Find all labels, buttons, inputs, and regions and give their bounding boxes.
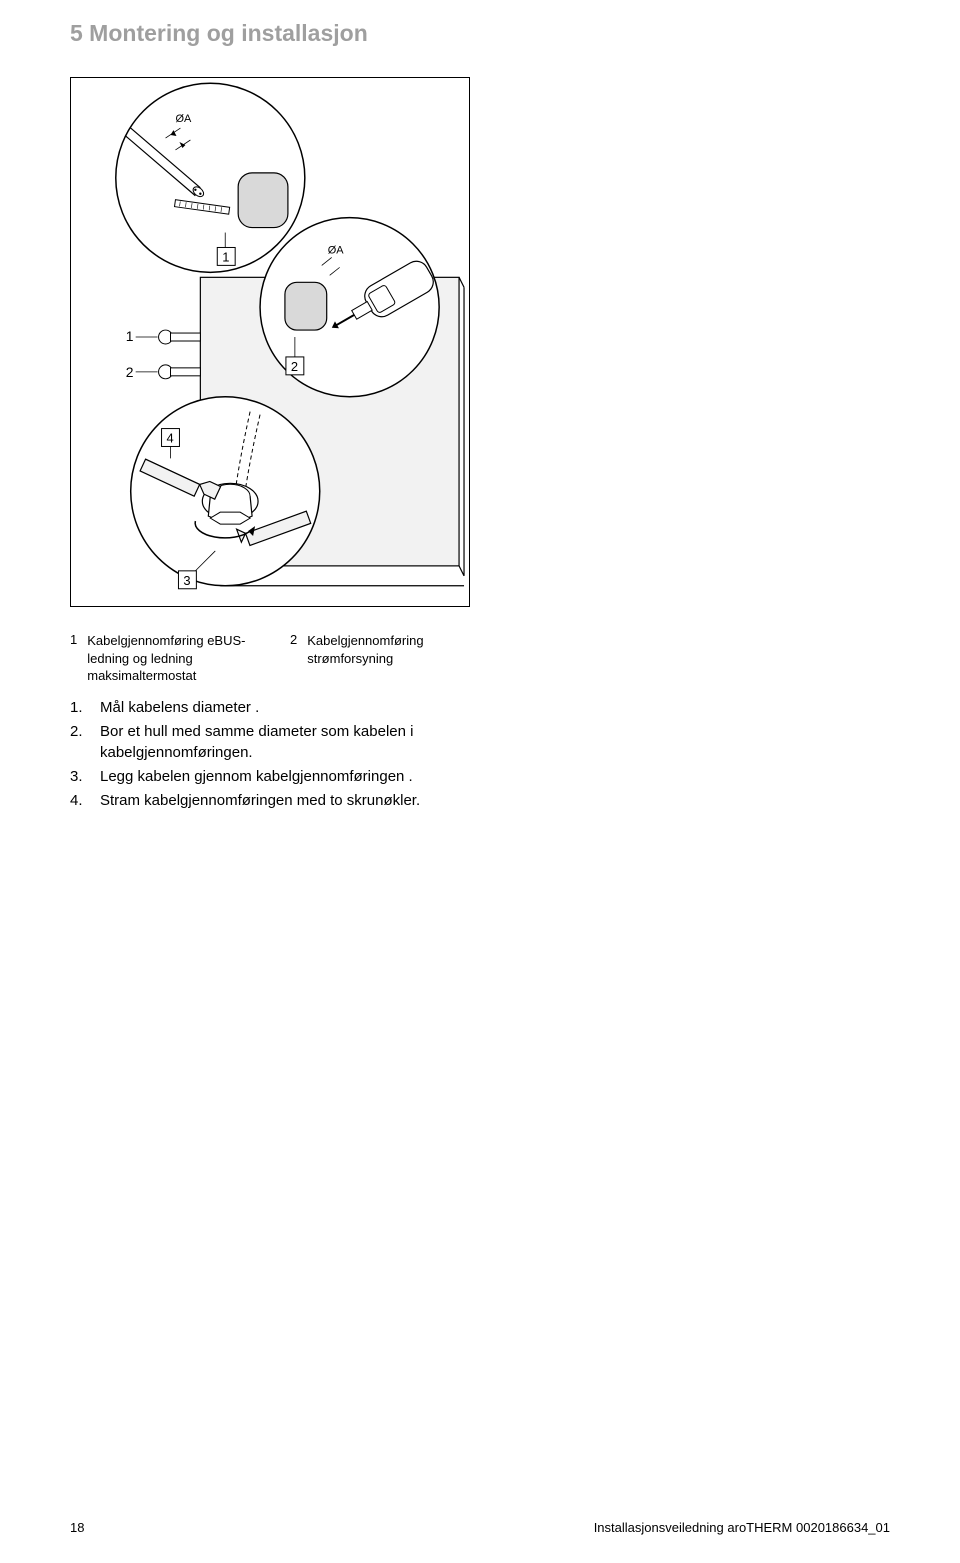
gland-small-1 — [159, 330, 201, 344]
legend-text: Kabelgjennomføring strømforsyning — [307, 632, 470, 685]
dim-a-label-1: ØA — [175, 113, 192, 125]
callout-2-label: 2 — [291, 359, 298, 374]
side-label-2: 2 — [126, 364, 134, 380]
step-number: 1. — [70, 697, 88, 718]
step-item: 1. Mål kabelens diameter . — [70, 697, 470, 718]
step-item: 3. Legg kabelen gjennom kabelgjennomføri… — [70, 766, 470, 787]
step-number: 3. — [70, 766, 88, 787]
side-label-1: 1 — [126, 328, 134, 344]
callout-4-label: 4 — [167, 430, 174, 445]
step-text: Mål kabelens diameter . — [100, 697, 259, 718]
page-number: 18 — [70, 1520, 84, 1535]
section-title: 5 Montering og installasjon — [70, 20, 890, 47]
legend-text: Kabelgjennomføring eBUS-ledning og ledni… — [87, 632, 250, 685]
step-text: Bor et hull med samme diameter som kabel… — [100, 721, 470, 763]
diagram-svg: 1 2 — [71, 78, 469, 606]
page-footer: 18 Installasjonsveiledning aroTHERM 0020… — [70, 1520, 890, 1535]
gland-small-2 — [159, 365, 201, 379]
detail-circle-2: ØA 2 — [260, 218, 439, 397]
callout-1-label: 1 — [222, 249, 229, 264]
technical-diagram: 1 2 — [70, 77, 470, 607]
diagram-legend: 1 Kabelgjennomføring eBUS-ledning og led… — [70, 632, 470, 685]
step-number: 2. — [70, 721, 88, 763]
callout-3-label: 3 — [183, 573, 190, 588]
instruction-steps: 1. Mål kabelens diameter . 2. Bor et hul… — [70, 697, 470, 811]
document-page: 5 Montering og installasjon 1 2 — [0, 0, 960, 1563]
dim-a-label-2: ØA — [328, 244, 345, 256]
document-id: Installasjonsveiledning aroTHERM 0020186… — [594, 1520, 890, 1535]
legend-item: 2 Kabelgjennomføring strømforsyning — [290, 632, 470, 685]
legend-item: 1 Kabelgjennomføring eBUS-ledning og led… — [70, 632, 250, 685]
legend-num: 1 — [70, 632, 77, 685]
step-item: 4. Stram kabelgjennomføringen med to skr… — [70, 790, 470, 811]
step-text: Legg kabelen gjennom kabelgjennomføringe… — [100, 766, 413, 787]
step-number: 4. — [70, 790, 88, 811]
step-item: 2. Bor et hull med samme diameter som ka… — [70, 721, 470, 763]
step-text: Stram kabelgjennomføringen med to skrunø… — [100, 790, 420, 811]
detail-circle-1: ØA 1 — [116, 83, 305, 272]
legend-num: 2 — [290, 632, 297, 685]
